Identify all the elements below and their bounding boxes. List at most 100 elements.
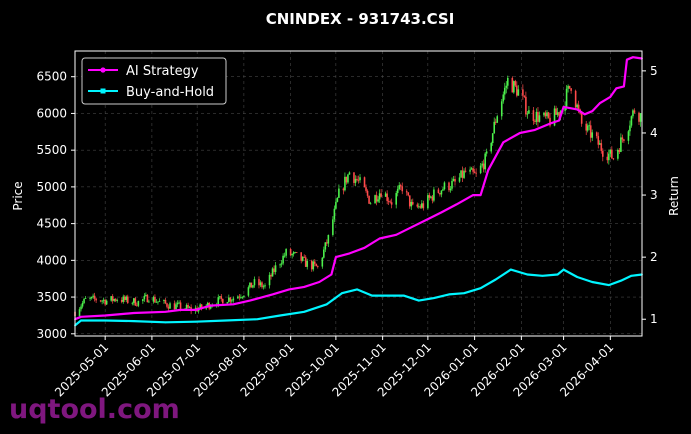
candle-body (430, 196, 432, 198)
candle-body (516, 85, 518, 96)
candle-body (131, 302, 134, 304)
candle-body (218, 296, 221, 298)
candle-body (558, 112, 560, 116)
legend: AI Strategy Buy-and-Hold (81, 57, 227, 105)
candle-body (378, 193, 381, 200)
candle-body (199, 304, 201, 309)
candle-body (323, 249, 325, 258)
candle-body (164, 299, 167, 304)
candle-body (143, 295, 146, 300)
candle-body (250, 282, 253, 288)
candle-body (375, 195, 378, 202)
candle-body (374, 195, 376, 204)
series-point-buy-and-hold (591, 281, 594, 283)
series-point-ai-strategy (348, 252, 351, 255)
candle-body (484, 153, 486, 170)
series-point-ai-strategy (487, 169, 490, 172)
candle-body (405, 191, 408, 193)
candle-body (344, 176, 346, 191)
candle-body (532, 110, 535, 121)
price-axis: 3000 3500 4000 4500 5000 5500 6000 6500 (36, 70, 75, 341)
candle-body (316, 266, 319, 267)
candle-body (354, 178, 357, 183)
candle-body (306, 260, 309, 267)
candle-body (158, 301, 161, 302)
candle-body (570, 88, 572, 91)
series-point-ai-strategy (303, 286, 306, 288)
candle-body (586, 125, 589, 131)
series-point-buy-and-hold (387, 294, 390, 297)
candle-body (387, 200, 390, 202)
series-point-buy-and-hold (164, 321, 167, 324)
candle-body (491, 133, 494, 144)
series-point-ai-strategy (330, 273, 333, 276)
candle-body (217, 297, 220, 306)
candle-body (506, 77, 509, 86)
candle-body (598, 143, 601, 145)
series-point-ai-strategy (502, 141, 505, 144)
candle-body (188, 307, 191, 309)
candle-body (546, 112, 548, 117)
series-point-ai-strategy (334, 256, 337, 259)
y-tick-label: 5000 (36, 180, 67, 194)
candle-body (228, 297, 230, 303)
candle-body (240, 297, 242, 299)
candle-body (105, 300, 108, 305)
candle-body (347, 174, 349, 183)
candle-body (368, 195, 370, 204)
candle-body (273, 268, 275, 272)
series-point-buy-and-hold (526, 273, 529, 276)
candle-body (410, 201, 413, 207)
candle-body (237, 296, 239, 299)
candle-body (523, 95, 526, 97)
candle-body (321, 257, 324, 267)
candle-body (431, 196, 434, 201)
candle-body (377, 199, 379, 202)
candle-body (576, 104, 578, 108)
series-point-buy-and-hold (556, 273, 559, 276)
candle-body (568, 85, 571, 89)
candle-body (261, 282, 263, 288)
candle-body (609, 149, 612, 154)
candle-body (384, 193, 387, 197)
candle-body (396, 189, 399, 194)
candle-body (638, 112, 640, 122)
candle-body (357, 179, 360, 181)
candle-body (282, 255, 284, 264)
candle-body (366, 190, 369, 196)
candle-body (500, 101, 503, 117)
candle-body (166, 303, 168, 307)
candle-body (84, 298, 87, 299)
series-point-buy-and-hold (132, 320, 135, 322)
y2-tick-label: 2 (650, 250, 658, 264)
candle-body (595, 132, 598, 137)
series-point-buy-and-hold (402, 294, 405, 297)
y2-tick-label: 3 (650, 188, 658, 202)
y-tick-label: 4500 (36, 217, 67, 231)
series-point-ai-strategy (562, 105, 565, 108)
candle-body (535, 111, 538, 122)
candle-body (243, 295, 245, 297)
candle-body (294, 252, 296, 254)
candle-body (249, 282, 251, 288)
candle-body (448, 182, 450, 191)
grid-lines (75, 51, 642, 336)
series-point-ai-strategy (164, 310, 167, 313)
series-point-buy-and-hold (463, 292, 465, 295)
candle-body (461, 170, 464, 178)
series-point-ai-strategy (549, 122, 551, 125)
candle-body (271, 268, 274, 277)
y2-tick-label: 5 (650, 64, 658, 78)
candle-body (326, 242, 328, 244)
candle-body (543, 112, 545, 116)
candle-body (123, 296, 126, 300)
candle-body (163, 299, 165, 302)
candle-body (503, 87, 506, 95)
series-point-buy-and-hold (371, 294, 373, 297)
series-point-ai-strategy (395, 233, 398, 236)
candle-body (618, 149, 621, 152)
candle-body (627, 131, 630, 141)
candle-body (81, 302, 84, 307)
plot-frame (74, 50, 643, 337)
candle-body (185, 304, 188, 309)
